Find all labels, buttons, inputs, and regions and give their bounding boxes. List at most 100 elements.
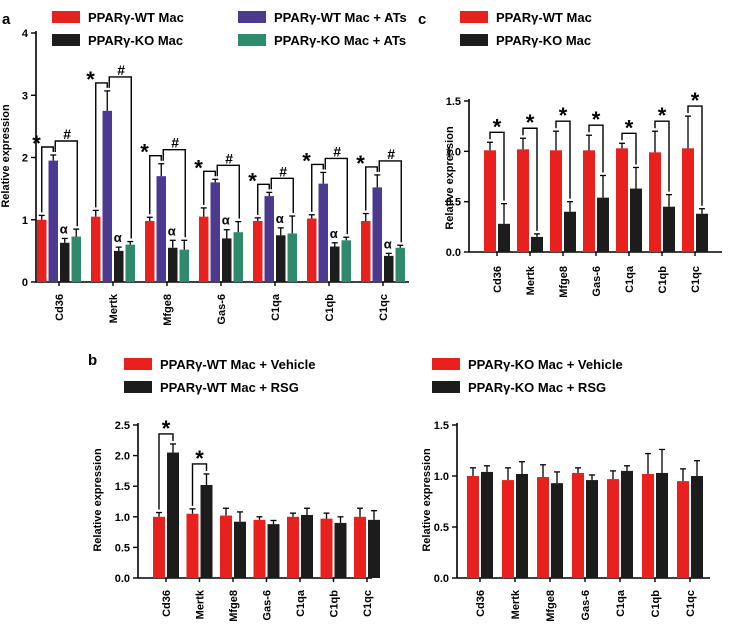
y-tick-label: 2.5 xyxy=(115,420,130,432)
legend-swatch xyxy=(460,34,488,46)
x-tick-label: C1qa xyxy=(270,293,282,321)
significance-star: * xyxy=(493,114,502,139)
bar xyxy=(233,232,243,282)
bar xyxy=(531,236,543,252)
significance-hash: # xyxy=(387,146,395,162)
legend-swatch xyxy=(124,358,152,370)
y-tick-label: 1 xyxy=(22,215,28,227)
significance-alpha: α xyxy=(168,223,176,238)
bar xyxy=(341,240,351,282)
bar xyxy=(621,470,633,578)
x-tick-label: Mfge8 xyxy=(162,294,174,326)
significance-alpha: α xyxy=(60,221,68,236)
significance-star: * xyxy=(625,115,634,140)
bar xyxy=(516,473,528,578)
bar xyxy=(145,220,155,282)
significance-star: * xyxy=(356,151,365,176)
significance-bracket xyxy=(588,124,604,173)
bar xyxy=(186,513,199,578)
bar xyxy=(156,176,166,282)
x-tick-label: C1qb xyxy=(650,590,662,618)
significance-star: * xyxy=(592,107,601,132)
bar xyxy=(583,150,595,252)
x-tick-label: C1qa xyxy=(295,589,307,617)
legend-swatch xyxy=(124,381,152,393)
significance-hash: # xyxy=(171,135,179,151)
y-tick-label: 1.0 xyxy=(434,471,449,483)
y-tick-label: 0.5 xyxy=(446,197,461,209)
significance-bracket xyxy=(162,149,186,238)
bar xyxy=(484,150,496,252)
bar xyxy=(334,522,347,578)
bar xyxy=(287,516,299,578)
bar xyxy=(691,476,703,578)
significance-alpha: α xyxy=(222,213,230,228)
x-tick-label: Cd36 xyxy=(475,590,487,617)
bar xyxy=(253,519,266,578)
legend-swatch xyxy=(432,358,460,370)
bar xyxy=(630,188,642,252)
bar xyxy=(37,219,47,282)
significance-alpha: α xyxy=(276,211,284,226)
y-tick-label: 0.0 xyxy=(434,573,449,585)
x-tick-label: C1qb xyxy=(329,590,341,618)
x-tick-label: Gas-6 xyxy=(216,294,228,325)
significance-bracket xyxy=(158,433,174,510)
bar xyxy=(179,249,189,282)
x-tick-label: Mertk xyxy=(525,265,537,295)
bar xyxy=(517,149,529,252)
legend-label: PPARγ-WT Mac + Vehicle xyxy=(160,357,315,372)
legend-swatch xyxy=(52,34,80,46)
bar xyxy=(267,524,280,578)
legend-label: PPARγ-WT Mac xyxy=(496,10,592,25)
bar xyxy=(467,476,479,578)
y-tick-label: 1.5 xyxy=(434,420,449,432)
bar xyxy=(616,148,628,252)
legend-swatch xyxy=(238,11,266,23)
bar xyxy=(301,514,313,578)
x-tick-label: Cd36 xyxy=(161,590,173,617)
y-tick-label: 0.0 xyxy=(446,247,461,259)
significance-bracket xyxy=(378,160,402,243)
bar xyxy=(607,479,619,578)
bar xyxy=(663,206,675,252)
panel-letter: a xyxy=(2,11,11,28)
significance-hash: # xyxy=(279,163,287,179)
bar xyxy=(91,216,101,282)
bar xyxy=(253,220,263,282)
y-axis-label: Relative expression xyxy=(0,104,12,208)
x-tick-label: C1qa xyxy=(615,589,627,617)
significance-bracket xyxy=(270,177,294,214)
legend-swatch xyxy=(52,11,80,23)
y-tick-label: 2.0 xyxy=(115,451,130,463)
bar xyxy=(330,246,340,282)
significance-star: * xyxy=(658,103,667,128)
bar xyxy=(125,244,135,282)
significance-alpha: α xyxy=(330,226,338,241)
bar xyxy=(220,515,232,578)
legend-label: PPARγ-KO Mac + RSG xyxy=(468,380,606,395)
significance-bracket xyxy=(324,157,348,235)
y-tick-label: 1.0 xyxy=(446,146,461,158)
significance-bracket xyxy=(555,120,571,199)
bar xyxy=(102,110,112,282)
bar xyxy=(318,183,328,282)
x-tick-label: C1qb xyxy=(657,266,669,294)
bar xyxy=(564,211,576,252)
significance-bracket xyxy=(522,127,538,231)
x-tick-label: Mertk xyxy=(108,293,120,323)
bar xyxy=(264,196,274,282)
bar xyxy=(682,148,694,252)
y-tick-label: 0 xyxy=(22,277,28,289)
bar xyxy=(114,250,124,282)
bar xyxy=(48,160,58,282)
legend-swatch xyxy=(460,11,488,23)
legend-swatch xyxy=(432,381,460,393)
bar xyxy=(572,472,584,578)
significance-hash: # xyxy=(333,143,341,159)
legend-label: PPARγ-KO Mac xyxy=(496,33,591,48)
bar xyxy=(167,452,179,578)
significance-alpha: α xyxy=(114,230,122,245)
y-tick-label: 0.5 xyxy=(115,542,130,554)
x-tick-label: Gas-6 xyxy=(580,590,592,621)
